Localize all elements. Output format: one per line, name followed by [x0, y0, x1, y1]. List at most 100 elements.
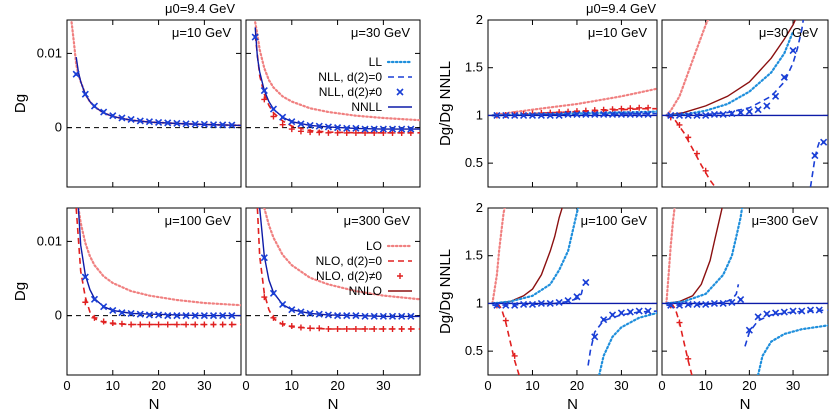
series-nll-d2-point — [361, 125, 369, 133]
series-nnlo-line — [492, 208, 563, 305]
series-nll-d2-point — [719, 110, 727, 119]
series-nll-d2-point — [693, 300, 701, 308]
series-nll-d2-point — [511, 111, 519, 119]
series-nlo-d2-point — [307, 325, 314, 332]
x-tick-label: 0 — [63, 378, 70, 393]
series-nlo-d2-point — [288, 323, 295, 330]
series-nll-d2-point — [260, 86, 268, 95]
series-nlo-d2-point — [173, 321, 180, 328]
series-nlo-d2-point — [334, 325, 341, 332]
series-nll-d2-point — [324, 311, 332, 319]
series-nlo-d2-point — [398, 325, 405, 332]
series-nlo-d2-point — [270, 314, 277, 321]
y-axis-label: Dg — [12, 282, 29, 301]
series-nll-d2-point — [164, 312, 172, 320]
series-ll-line — [757, 324, 828, 375]
legend-label: NLL, d(2)=0 — [318, 70, 382, 84]
series-nll-d2-point — [635, 307, 643, 315]
series-nll-d2-point — [811, 151, 819, 160]
y-tick-label: 1 — [476, 107, 483, 122]
y-tick-label: 2 — [476, 200, 483, 215]
series-nll-d2-point — [228, 121, 236, 129]
panel-label: μ=300 GeV — [344, 213, 411, 228]
series-nll-d2-point — [591, 333, 599, 341]
series-nll-d2-point — [81, 90, 89, 98]
series-nlo-d2-point — [155, 321, 162, 328]
series-nll-d2-point — [173, 312, 181, 320]
series-nll-d2-point — [493, 111, 501, 119]
series-nll-d2-point — [200, 120, 208, 128]
series-nll-d2-point — [772, 92, 780, 100]
series-nll-d2-point — [118, 114, 126, 122]
series-nll-d2-point — [200, 312, 208, 320]
series-nlo-d2-point — [261, 294, 268, 301]
series-nll-d2-point — [145, 311, 153, 319]
x-tick-label: 10 — [698, 378, 712, 393]
series-nll-d2-point — [251, 33, 259, 41]
plot-frame — [245, 19, 421, 188]
series-nlo-d2-point — [118, 320, 125, 327]
y-tick-label: 1.5 — [465, 248, 483, 263]
series-nll-d2-point — [702, 111, 710, 119]
x-tick-label: 30 — [197, 378, 211, 393]
series-nll-d2-point — [644, 110, 652, 119]
series-nlo-d2-point — [82, 299, 89, 306]
series-lo-line — [491, 87, 657, 117]
panel-label: μ=100 GeV — [165, 213, 232, 228]
series-nll-d2-point — [684, 300, 692, 308]
series-nll-d2-point — [315, 122, 323, 130]
y-tick-label: 0.5 — [465, 343, 483, 358]
series-nlo-d2-point — [407, 129, 414, 136]
series-nlo-line — [666, 114, 717, 187]
panel-Dg-mu30: μ=30 GeV — [245, 19, 421, 188]
x-tick-label: 0 — [484, 378, 491, 393]
series-nlo-d2-point — [128, 321, 135, 328]
series-nll-d2-point — [763, 102, 771, 110]
series-nll-d2-point — [297, 120, 305, 128]
series-nlo-d2-point — [297, 324, 304, 331]
series-nll-d2-point — [297, 308, 305, 316]
y-tick-label: 1.5 — [465, 60, 483, 75]
legend-label: LL — [369, 55, 383, 69]
series-nll-d2-point — [315, 310, 323, 318]
legend-label: NNLO — [349, 284, 382, 298]
series-nll-d2-point — [693, 111, 701, 119]
x-axis-label: N — [740, 396, 751, 413]
series-nll-d2-point — [407, 125, 415, 133]
series-nll-d2-point — [279, 300, 287, 309]
series-nll-d2-point — [145, 118, 153, 126]
series-nll-d2-point — [528, 111, 537, 119]
series-nll-d2-point — [798, 307, 806, 315]
series-nlo-d2-point — [100, 318, 107, 325]
y-tick-label: 2 — [476, 12, 483, 27]
series-nlo-line — [75, 208, 241, 326]
series-nlo-d2-point — [210, 321, 217, 328]
series-nlo-d2-point — [685, 355, 692, 362]
series-nlo-d2-point — [600, 106, 607, 113]
plot-frame — [487, 207, 658, 376]
series-lo-line — [263, 208, 420, 301]
x-tick-label: 30 — [376, 378, 390, 393]
series-nll-d2-point — [591, 110, 599, 119]
series-nll-d2-point — [626, 110, 634, 119]
series-nll-d2-point — [269, 105, 278, 113]
x-tick-label: 10 — [525, 378, 539, 393]
series-nlo-line — [496, 302, 520, 375]
series-ll-line — [665, 30, 795, 117]
series-nlo-d2-point — [502, 317, 509, 324]
series-nlo-d2-point — [137, 321, 144, 328]
series-nlo-d2-point — [389, 325, 396, 332]
series-nll-d2-point — [520, 300, 528, 308]
y-tick-label: 1 — [476, 295, 483, 310]
x-axis-label: N — [149, 396, 160, 413]
top-title-left: μ0=9.4 GeV — [165, 1, 235, 16]
series-nll-d2-point — [191, 120, 199, 128]
panel-ratio-mu10: 0.5 1 1.5 2 μ=10 GeV Dg/Dg NNLL — [437, 12, 658, 188]
series-nll-d2-point — [173, 119, 181, 127]
series-nll-d2-point — [136, 117, 144, 125]
series-nll-d2-point — [288, 118, 296, 126]
series-nlo-d2-point — [201, 321, 208, 328]
series-ll-line — [491, 208, 580, 305]
